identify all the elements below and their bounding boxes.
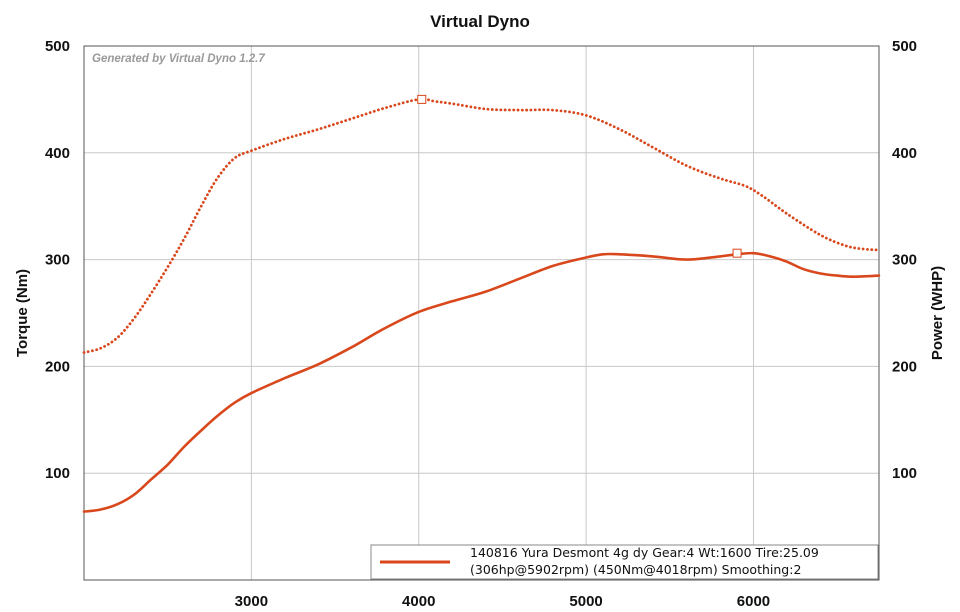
x-tick-label: 5000 (569, 593, 602, 610)
power-curve (82, 251, 881, 513)
grid-lines (84, 45, 879, 580)
peak-marker (732, 248, 742, 258)
y-left-tick-label: 500 (45, 38, 70, 55)
x-tick-label: 4000 (402, 593, 435, 610)
series-group (82, 94, 881, 513)
y-right-tick-label: 100 (892, 465, 917, 482)
y-left-tick-label: 100 (45, 465, 70, 482)
y-right-tick-label: 300 (892, 252, 917, 269)
watermark: Generated by Virtual Dyno 1.2.7 (92, 53, 265, 65)
legend-line-1: 140816 Yura Desmont 4g dy Gear:4 Wt:1600… (470, 545, 819, 560)
legend-line-2: (306hp@5902rpm) (450Nm@4018rpm) Smoothin… (470, 562, 801, 577)
peak-marker (417, 94, 427, 104)
y-right-tick-label: 400 (892, 145, 917, 162)
y-right-tick-label: 200 (892, 358, 917, 375)
y-left-tick-label: 200 (45, 358, 70, 375)
torque-curve (82, 97, 881, 354)
chart-title: Virtual Dyno (430, 12, 530, 31)
y-right-tick-label: 500 (892, 38, 917, 55)
legend: 140816 Yura Desmont 4g dy Gear:4 Wt:1600… (370, 544, 879, 580)
x-tick-label: 6000 (737, 593, 770, 610)
plot-frame (83, 45, 880, 581)
y-axis-left-label: Torque (Nm) (14, 269, 31, 357)
y-left-tick-label: 400 (45, 145, 70, 162)
y-axis-right-label: Power (WHP) (929, 266, 946, 360)
y-left-tick-label: 300 (45, 252, 70, 269)
legend-box (370, 544, 879, 580)
tick-labels: 3000 4000 5000 6000 100 200 300 400 500 100 200 300… (45, 38, 917, 610)
x-tick-label: 3000 (235, 593, 268, 610)
